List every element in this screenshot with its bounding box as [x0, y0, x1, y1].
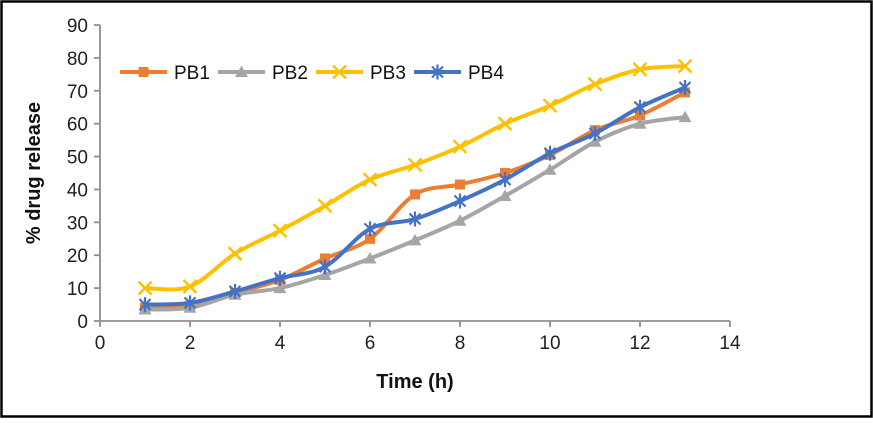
triangle-marker: [235, 65, 248, 77]
x-marker: [227, 246, 243, 261]
tick-labels: 0 10 20 30 40 50 60 70 80 90 0 2 4 6 8 10 12 14: [67, 16, 741, 354]
x-tick-label: 0: [95, 333, 106, 354]
asterisk-marker: [318, 259, 332, 275]
square-marker: [455, 179, 465, 190]
legend-label: PB1: [174, 63, 210, 84]
square-marker: [635, 110, 645, 121]
x-marker: [497, 116, 513, 132]
y-tick-label: 30: [67, 213, 88, 234]
asterisk-marker: [408, 211, 422, 227]
asterisk-marker: [678, 80, 692, 95]
square-marker: [138, 67, 149, 77]
series-pb1: [140, 87, 690, 313]
x-marker: [272, 223, 288, 238]
triangle-marker: [633, 117, 647, 129]
y-tick-label: 20: [67, 246, 88, 267]
triangle-marker: [543, 163, 557, 175]
x-tick-label: 6: [365, 333, 376, 354]
asterisk-marker: [431, 64, 444, 80]
asterisk-marker: [543, 145, 557, 161]
x-marker: [407, 157, 423, 173]
asterisk-marker: [453, 193, 467, 209]
x-tick-label: 10: [539, 333, 560, 354]
x-marker: [542, 98, 558, 113]
square-marker: [365, 233, 375, 244]
square-marker: [410, 189, 420, 200]
series-pb4: [138, 80, 692, 313]
y-tick-label: 10: [67, 279, 88, 300]
x-axis-title: Time (h): [376, 371, 453, 393]
triangle-marker: [678, 110, 692, 123]
triangle-marker: [363, 252, 377, 264]
x-marker: [452, 139, 468, 155]
y-tick-label: 70: [67, 82, 88, 103]
x-marker: [362, 172, 378, 187]
x-marker: [677, 58, 693, 74]
square-marker: [320, 253, 330, 264]
series-line-pb1: [143, 90, 687, 310]
y-tick-label: 40: [67, 180, 88, 201]
legend: PB1 PB2 PB3 PB4: [120, 63, 504, 84]
legend-label: PB2: [272, 63, 308, 84]
series-line-pb3: [143, 64, 687, 292]
legend-label: PB3: [370, 63, 406, 84]
legend-item-pb1: PB1: [120, 63, 210, 84]
x-marker: [587, 76, 603, 92]
asterisk-marker: [228, 283, 242, 299]
y-tick-label: 80: [67, 49, 88, 70]
x-marker: [182, 279, 198, 294]
legend-item-pb3: PB3: [316, 63, 406, 84]
x-tick-label: 12: [629, 333, 650, 354]
asterisk-marker: [273, 270, 287, 286]
x-tick-label: 8: [455, 333, 466, 354]
x-marker: [632, 62, 648, 77]
triangle-marker: [588, 135, 602, 147]
triangle-marker: [408, 233, 422, 246]
y-tick-label: 0: [77, 312, 88, 333]
asterisk-marker: [498, 172, 512, 188]
asterisk-marker: [633, 99, 647, 115]
asterisk-marker: [138, 297, 152, 313]
triangle-marker: [273, 281, 287, 294]
legend-item-pb4: PB4: [414, 63, 504, 84]
y-tick-label: 50: [67, 148, 88, 169]
triangle-marker: [498, 189, 512, 201]
axes: [94, 24, 731, 327]
asterisk-marker: [588, 126, 602, 141]
x-marker: [332, 64, 347, 80]
triangle-marker: [453, 214, 467, 226]
legend-item-pb2: PB2: [218, 63, 308, 84]
triangle-marker: [318, 268, 332, 280]
y-tick-label: 60: [67, 115, 88, 136]
series-lines: [137, 58, 693, 315]
x-tick-label: 14: [719, 333, 741, 354]
x-tick-label: 4: [275, 333, 286, 354]
series-pb3: [137, 58, 693, 296]
y-tick-label: 90: [67, 16, 88, 37]
x-marker: [317, 198, 333, 214]
x-marker: [137, 280, 153, 296]
asterisk-marker: [363, 221, 377, 237]
asterisk-marker: [183, 295, 197, 311]
y-axis-title: % drug release: [23, 102, 45, 244]
legend-label: PB4: [468, 63, 504, 84]
x-tick-label: 2: [185, 333, 196, 354]
